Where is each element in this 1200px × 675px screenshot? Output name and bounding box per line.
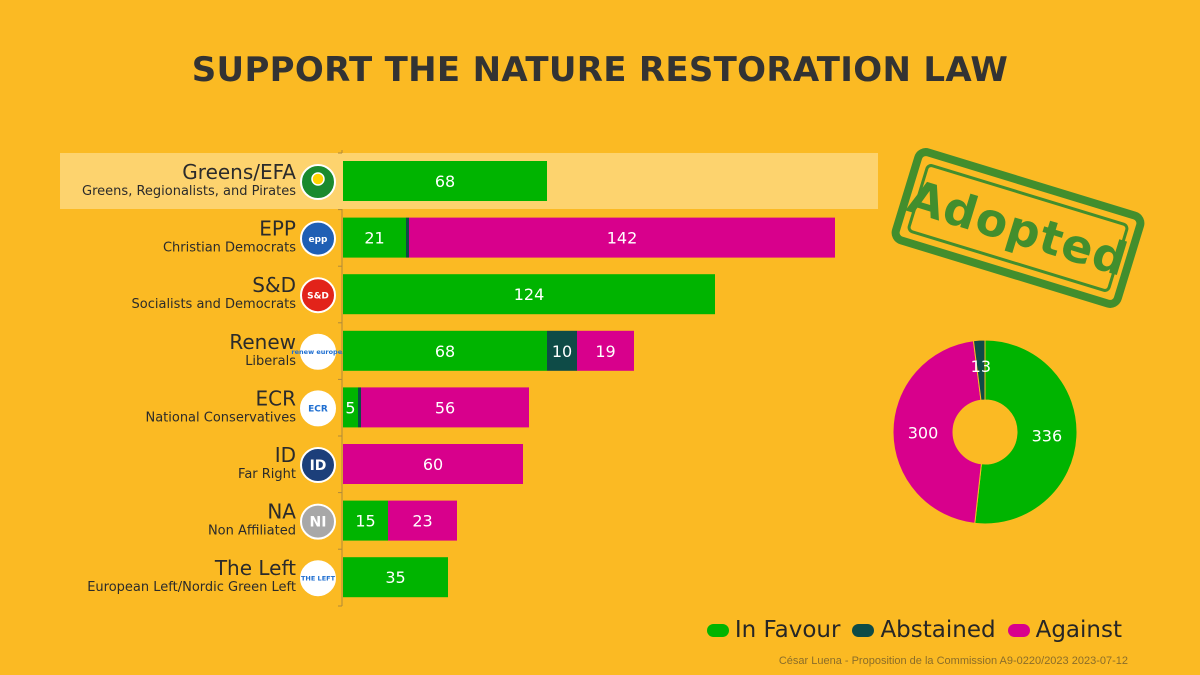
bar-label-epp-in-favour: 21: [364, 229, 384, 248]
legend-swatch-in-favour: [706, 623, 729, 637]
party-name-the-left: The Left: [214, 556, 296, 580]
bar-label-na-in-favour: 15: [355, 512, 375, 531]
party-name-epp: EPP: [259, 217, 296, 241]
chart-title: SUPPORT THE NATURE RESTORATION LAW: [191, 50, 1009, 90]
bar-ecr-in-favour: [343, 387, 358, 428]
donut-chart: 336 300 13: [892, 339, 1078, 525]
party-subtitle-renew: Liberals: [245, 354, 296, 369]
legend-label-against: Against: [1035, 617, 1122, 643]
party-logo-text-renew: renew europe.: [291, 348, 344, 356]
party-subtitle-s-d: Socialists and Democrats: [132, 297, 297, 312]
donut-slice-against: [892, 340, 982, 524]
party-logo-id-icon: [300, 447, 336, 483]
party-logo-text-ecr: ECR: [308, 405, 328, 415]
bar-the-left-in-favour: [343, 557, 448, 598]
bar-renew-in-favour: [343, 330, 547, 371]
donut-slice-in-favour: [974, 339, 1078, 525]
donut-label-in-favour: 336: [1032, 426, 1063, 445]
party-logo-text-epp: epp: [309, 235, 329, 245]
source-footer: César Luena - Proposition de la Commissi…: [778, 655, 1128, 667]
party-name-s-d: S&D: [252, 273, 296, 297]
party-logo-text-the-left: THE LEFT: [301, 574, 336, 582]
bar-renew-against: [577, 330, 634, 371]
party-subtitle-greens-efa: Greens, Regionalists, and Pirates: [82, 184, 296, 199]
bar-ecr-abstained: [358, 387, 361, 428]
party-logo-ecr-icon: [300, 390, 336, 427]
legend-item-abstained: Abstained: [852, 617, 996, 643]
bar-ecr-against: [361, 387, 529, 428]
legend-swatch-against: [1007, 623, 1030, 637]
bar-label-greens-efa-in-favour: 68: [435, 172, 455, 191]
party-logo-text-na: NI: [310, 515, 327, 531]
bar-label-ecr-against: 56: [435, 398, 455, 417]
party-name-renew: Renew: [229, 330, 296, 354]
party-logo-s-d-icon: [300, 277, 336, 314]
party-name-greens-efa: Greens/EFA: [182, 160, 296, 184]
party-logo-text-s-d: S&D: [307, 291, 329, 301]
party-logo-na-icon: [300, 503, 336, 540]
party-subtitle-the-left: European Left/Nordic Green Left: [87, 580, 296, 595]
bar-na-in-favour: [343, 500, 388, 541]
bar-epp-in-favour: [343, 217, 406, 258]
bar-label-na-against: 23: [412, 512, 432, 531]
bar-epp-abstained: [406, 217, 409, 258]
bar-renew-abstained: [547, 330, 577, 371]
bar-label-s-d-in-favour: 124: [514, 285, 545, 304]
party-logo-text-id: ID: [310, 458, 327, 474]
legend-swatch-abstained: [852, 623, 875, 637]
party-subtitle-epp: Christian Democrats: [163, 241, 296, 256]
bar-id-against: [343, 444, 523, 484]
legend-item-in-favour: In Favour: [706, 617, 841, 643]
donut-label-against: 300: [908, 423, 939, 442]
bar-epp-against: [409, 217, 835, 258]
legend-label-in-favour: In Favour: [734, 617, 841, 643]
party-subtitle-ecr: National Conservatives: [145, 410, 296, 425]
party-logo-renew-icon: [300, 333, 336, 370]
bar-label-the-left-in-favour: 35: [385, 568, 405, 587]
party-name-id: ID: [275, 443, 296, 467]
bar-s-d-in-favour: [343, 274, 715, 315]
party-subtitle-na: Non Affiliated: [208, 524, 296, 539]
donut-slice-abstained: [972, 339, 986, 401]
bar-label-ecr-in-favour: 5: [345, 398, 355, 417]
legend: In Favour Abstained Against: [695, 617, 1122, 643]
party-name-na: NA: [267, 500, 296, 524]
bar-label-id-against: 60: [423, 455, 443, 474]
party-logo-the-left-icon: [300, 560, 336, 597]
party-subtitle-id: Far Right: [238, 467, 296, 482]
party-logo-flower-greens-efa: [311, 172, 325, 186]
legend-label-abstained: Abstained: [880, 617, 996, 643]
bar-label-epp-against: 142: [607, 229, 638, 248]
bar-na-against: [388, 500, 457, 541]
party-logo-epp-icon: [300, 220, 336, 257]
bar-greens-efa-in-favour: [343, 161, 547, 201]
bar-label-renew-abstained: 10: [552, 342, 572, 361]
donut-label-abstained: 13: [971, 357, 991, 376]
bar-label-renew-against: 19: [595, 342, 615, 361]
bar-label-renew-in-favour: 68: [435, 342, 455, 361]
party-name-ecr: ECR: [256, 386, 297, 410]
legend-item-against: Against: [1007, 617, 1122, 643]
